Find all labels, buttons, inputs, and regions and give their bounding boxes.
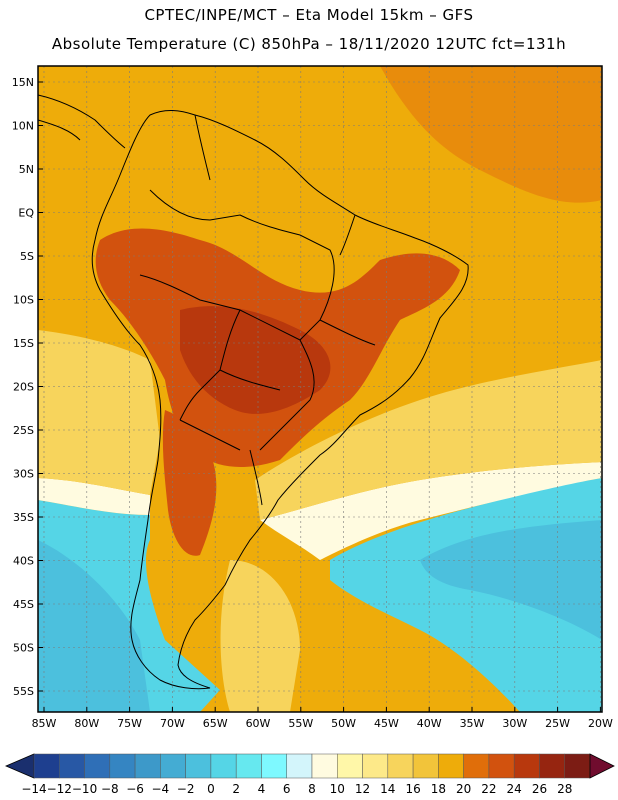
central-america-coast (38, 94, 126, 149)
latitude-label: 10S (13, 294, 34, 307)
longitude-label: 20W (588, 717, 613, 730)
colorbar-label: 20 (456, 782, 471, 796)
colorbar-cell (311, 753, 338, 779)
colorbar-label: 24 (507, 782, 522, 796)
colorbar-cell (488, 753, 515, 779)
latitude-label: 55S (13, 685, 34, 698)
colorbar-cell (210, 753, 237, 779)
colorbar: −14 −12 −10 −8 −6 −4 −2 0 2 4 6 8 10 12 14 16 18 20 22 24 26… (4, 753, 615, 796)
lat-lon-grid (38, 66, 602, 712)
north-atlantic-warm-region (380, 66, 602, 203)
colorbar-cell (362, 753, 389, 779)
colorbar-label: 26 (532, 782, 547, 796)
colorbar-label: 2 (232, 782, 240, 796)
temperature-field (38, 66, 602, 712)
latitude-label: 5S (20, 250, 34, 263)
longitude-label: 65W (203, 717, 228, 730)
colorbar-label: −10 (72, 782, 97, 796)
colorbar-cell (539, 753, 565, 779)
colorbar-cell (463, 753, 490, 779)
longitude-label: 85W (32, 717, 57, 730)
colorbar-cell (387, 753, 414, 779)
colorbar-label: 0 (207, 782, 215, 796)
colorbar-label: 28 (557, 782, 572, 796)
latitude-label: 10N (12, 120, 34, 133)
south-america-coastline (91, 110, 469, 690)
colorbar-label: 6 (283, 782, 291, 796)
latitude-label: 40S (13, 555, 34, 568)
colorbar-cell (412, 753, 439, 779)
latitude-label: 45S (13, 598, 34, 611)
cold-core-region (38, 520, 602, 712)
longitude-label: 80W (74, 717, 99, 730)
colorbar-cell (134, 753, 161, 779)
colorbar-label: 14 (380, 782, 395, 796)
latitude-label: 35S (13, 511, 34, 524)
latitude-label: 5N (19, 163, 34, 176)
argentina-hot-region (162, 410, 217, 556)
colorbar-label: −14 (21, 782, 46, 796)
colorbar-cell (564, 753, 591, 779)
map-title-line-1: CPTEC/INPE/MCT – Eta Model 15km – GFS (144, 6, 474, 24)
colorbar-label: 18 (431, 782, 446, 796)
longitude-label: 35W (460, 717, 485, 730)
central-hot-region (180, 306, 331, 414)
colorbar-label: 12 (355, 782, 370, 796)
colorbar-label: −2 (177, 782, 195, 796)
colorbar-label: 22 (481, 782, 496, 796)
colorbar-cell (84, 753, 111, 779)
colorbar-cell (33, 753, 60, 779)
longitude-label: 45W (374, 717, 399, 730)
pale-band-region (38, 462, 602, 560)
colorbar-label: 16 (405, 782, 420, 796)
colorbar-cell (337, 753, 363, 779)
colorbar-label: −4 (152, 782, 170, 796)
colorbar-label: −6 (126, 782, 144, 796)
longitude-labels: 85W 80W 75W 70W 65W 60W 55W 50W 45W 40W 35W 30W 25W 2… (32, 707, 613, 730)
latitude-labels: 15N 10N 5N EQ 5S 10S 15S 20S 25S 30S 35S 40S 45S 50S 5… (12, 76, 43, 698)
latitude-label: 15N (12, 76, 34, 89)
longitude-label: 60W (246, 717, 271, 730)
latitude-label: 25S (13, 424, 34, 437)
country-borders (139, 114, 376, 506)
cold-ocean-region (38, 478, 602, 712)
colorbar-cell (438, 753, 464, 779)
longitude-label: 55W (288, 717, 313, 730)
longitude-label: 50W (331, 717, 356, 730)
latitude-label: 50S (13, 642, 34, 655)
colorbar-label: 10 (330, 782, 345, 796)
latitude-label: 30S (13, 468, 34, 481)
colorbar-label: −12 (47, 782, 72, 796)
colorbar-cell (160, 753, 186, 779)
colorbar-over-arrow (589, 753, 615, 779)
latitude-label: 20S (13, 381, 34, 394)
colorbar-labels: −14 −12 −10 −8 −6 −4 −2 0 2 4 6 8 10 12 14 16 18 20 22 24 26… (21, 782, 572, 796)
longitude-label: 40W (417, 717, 442, 730)
longitude-label: 30W (502, 717, 527, 730)
latitude-label: 15S (13, 337, 34, 350)
longitude-label: 70W (160, 717, 185, 730)
map-title-line-2: Absolute Temperature (C) 850hPa – 18/11/… (51, 35, 567, 53)
colorbar-label: −8 (101, 782, 119, 796)
colorbar-cells (4, 753, 615, 779)
colorbar-cell (109, 753, 136, 779)
colorbar-under-arrow (4, 753, 35, 779)
colorbar-cell (59, 753, 85, 779)
colorbar-cell (513, 753, 540, 779)
colorbar-label: 4 (258, 782, 266, 796)
colorbar-label: 8 (308, 782, 316, 796)
cool-yellow-region (38, 330, 602, 712)
longitude-label: 75W (117, 717, 142, 730)
coastline-layer (38, 94, 469, 690)
colorbar-cell (261, 753, 287, 779)
colorbar-cell (286, 753, 313, 779)
colorbar-cell (235, 753, 262, 779)
map-frame (37, 65, 603, 713)
colorbar-cell (185, 753, 212, 779)
latitude-label: EQ (18, 207, 34, 220)
longitude-label: 25W (545, 717, 570, 730)
